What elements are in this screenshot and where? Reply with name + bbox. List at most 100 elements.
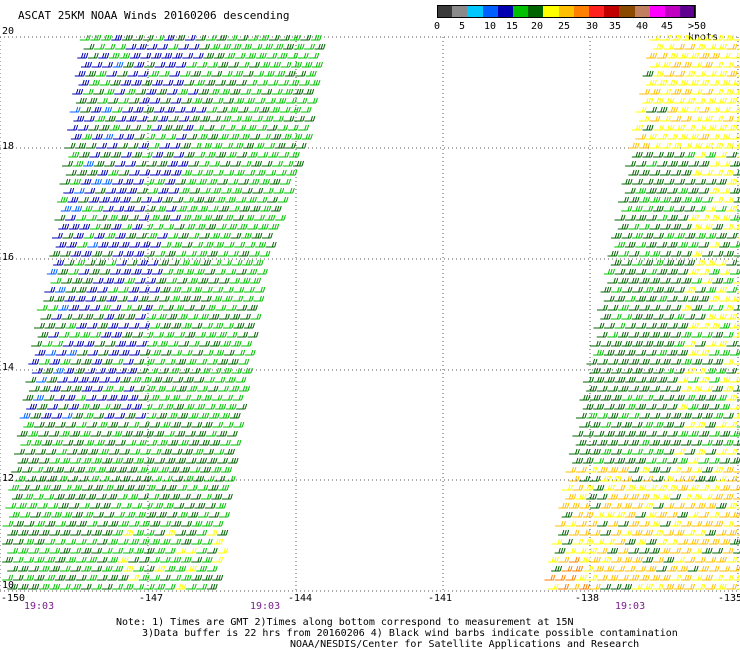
wind-barb (670, 88, 682, 95)
wind-barb (16, 430, 28, 437)
wind-barb (628, 250, 640, 257)
wind-barb (645, 565, 657, 572)
wind-barb (663, 367, 675, 374)
wind-barb (29, 484, 41, 491)
wind-barb (610, 448, 622, 455)
wind-barb (44, 322, 56, 329)
wind-barb (44, 520, 56, 527)
wind-barb (124, 313, 136, 320)
wind-barb (181, 241, 193, 248)
wind-barb (673, 313, 685, 320)
wind-barb (663, 340, 675, 347)
wind-barb (258, 106, 270, 113)
wind-barb (691, 196, 703, 203)
wind-barb (65, 556, 77, 563)
wind-barb (127, 142, 139, 149)
wind-barb (624, 511, 636, 518)
wind-barb (628, 358, 640, 365)
wind-barb (306, 97, 318, 104)
wind-barb (89, 502, 101, 509)
wind-barb (123, 133, 135, 140)
wind-barb (167, 115, 179, 122)
wind-barb (221, 70, 233, 77)
wind-barb (188, 115, 200, 122)
wind-barb (104, 160, 116, 167)
wind-barb (95, 70, 107, 77)
wind-barb (642, 367, 654, 374)
wind-barb (165, 205, 177, 212)
wind-barb (568, 583, 580, 590)
wind-barb (610, 529, 622, 536)
wind-barb (138, 394, 150, 401)
wind-barb (110, 223, 122, 230)
wind-barb (28, 547, 40, 554)
wind-barb (680, 223, 692, 230)
wind-barb (154, 385, 166, 392)
wind-barb (136, 43, 148, 50)
wind-barb (224, 124, 236, 131)
wind-barb (105, 259, 117, 266)
wind-barb (687, 79, 699, 86)
wind-barb (621, 259, 633, 266)
wind-barb (712, 250, 724, 257)
wind-barb (589, 421, 601, 428)
wind-barb (191, 538, 203, 545)
wind-barb (78, 502, 90, 509)
wind-barb (101, 358, 113, 365)
wind-barb (314, 43, 326, 50)
wind-barb (628, 412, 640, 419)
wind-barb (296, 97, 308, 104)
wind-barb (187, 412, 199, 419)
wind-barb (709, 160, 721, 167)
wind-barb (642, 70, 654, 77)
wind-barb (96, 538, 108, 545)
wind-barb (90, 331, 102, 338)
wind-barb (596, 385, 608, 392)
wind-barb (607, 466, 619, 473)
wind-barb (101, 583, 113, 590)
wind-barb (666, 322, 678, 329)
wind-barb (236, 403, 248, 410)
wind-barb (178, 187, 190, 194)
wind-barb (642, 124, 654, 131)
wind-barb (213, 349, 225, 356)
wind-barb (68, 304, 80, 311)
wind-barb (719, 106, 731, 113)
wind-barb (133, 178, 145, 185)
wind-barb (140, 196, 152, 203)
wind-barb (586, 493, 598, 500)
wind-barb (544, 574, 556, 581)
wind-barb (258, 34, 270, 41)
wind-barb (147, 187, 159, 194)
wind-barb (691, 115, 703, 122)
wind-barb (288, 151, 300, 158)
wind-barb (45, 349, 57, 356)
wind-barb (114, 232, 126, 239)
wind-barb (232, 70, 244, 77)
wind-barb (161, 376, 173, 383)
wind-barb (101, 529, 113, 536)
wind-barb (75, 286, 87, 293)
wind-barb (206, 106, 218, 113)
colorbar-swatch (467, 5, 484, 18)
wind-barb (66, 448, 78, 455)
wind-barb (652, 421, 664, 428)
wind-barb (729, 403, 740, 410)
wind-barb (91, 358, 103, 365)
wind-barb (108, 349, 120, 356)
wind-barb (120, 502, 132, 509)
wind-barb (211, 142, 223, 149)
wind-barb (673, 583, 685, 590)
wind-barb (712, 277, 724, 284)
wind-barb (712, 547, 724, 554)
wind-barb (251, 232, 263, 239)
wind-barb (666, 511, 678, 518)
wind-barb (112, 385, 124, 392)
wind-barb (169, 142, 181, 149)
wind-barb (621, 448, 633, 455)
wind-barb (701, 331, 713, 338)
wind-barb (92, 511, 104, 518)
wind-barb (135, 232, 147, 239)
wind-barb (269, 178, 281, 185)
wind-barb (168, 187, 180, 194)
